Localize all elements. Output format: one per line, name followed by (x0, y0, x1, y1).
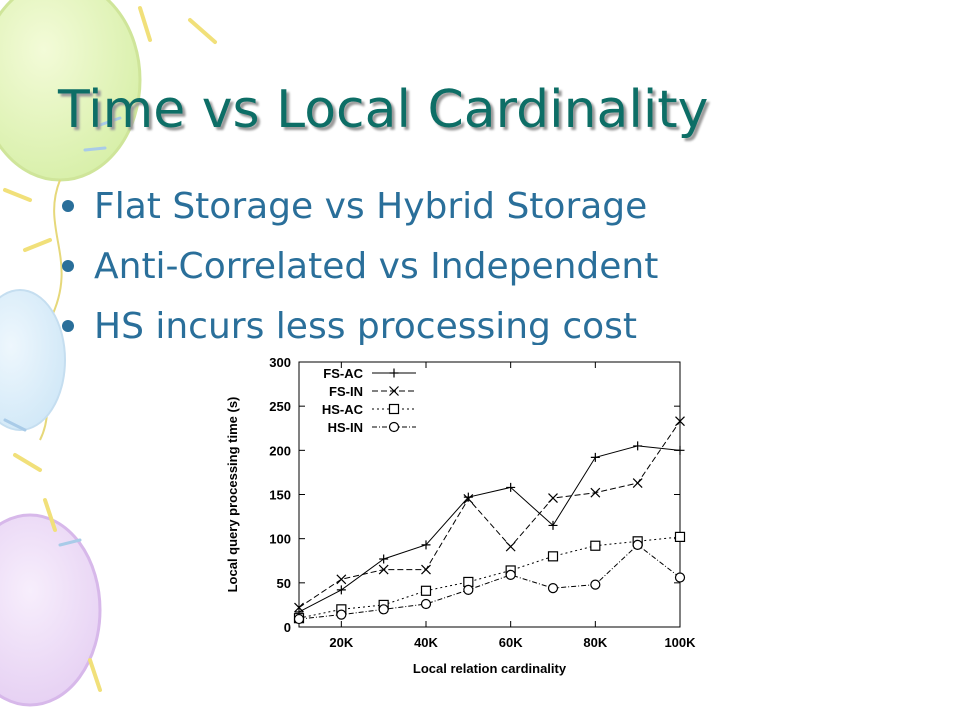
series-hs-in (293, 539, 686, 625)
legend-marker (389, 386, 399, 396)
data-point-marker (379, 554, 389, 564)
x-axis-label: Local relation cardinality (413, 661, 567, 676)
slide-title: Time vs Local Cardinality (58, 80, 709, 140)
series-line (298, 544, 681, 620)
y-tick-label: 300 (269, 355, 291, 370)
bullet-text: Flat Storage vs Hybrid Storage (94, 185, 648, 227)
data-point-marker (336, 609, 347, 620)
data-point-marker (633, 441, 643, 451)
x-tick-label: 60K (499, 635, 523, 650)
legend-marker (388, 421, 400, 433)
legend-label: HS-AC (322, 402, 364, 417)
y-tick-label: 50 (277, 576, 291, 591)
data-point-marker (336, 574, 347, 585)
y-axis-label: Local query processing time (s) (225, 397, 240, 593)
bullet-dot-icon (62, 200, 74, 212)
confetti-dots (3, 116, 122, 547)
series-fs-in (294, 416, 685, 613)
x-tick-label: 20K (329, 635, 353, 650)
series-line (298, 420, 681, 608)
bullet-dot-icon (62, 260, 74, 272)
data-point-marker (421, 540, 431, 550)
bullet-dot-icon (62, 320, 74, 332)
data-point-marker (463, 584, 474, 595)
y-tick-label: 150 (269, 488, 291, 503)
confetti-streaks (3, 6, 217, 692)
data-point-marker (590, 452, 600, 462)
blue-balloon (0, 289, 66, 431)
bullet-text: HS incurs less processing cost (94, 305, 638, 347)
data-point-marker (420, 585, 432, 596)
line-chart: 0 50 100 150 200 250 300 20K 40K 60K 80K 100K Local … (215, 345, 700, 690)
data-point-marker (547, 583, 559, 594)
chart-background (215, 345, 700, 690)
data-point-marker (590, 487, 601, 498)
data-point-marker (632, 478, 643, 488)
x-tick-label: 40K (414, 635, 438, 650)
bullet-text: Anti-Correlated vs Independent (94, 245, 659, 287)
legend-marker (388, 403, 400, 415)
y-tick-label: 250 (269, 399, 291, 414)
legend-label: FS-IN (329, 384, 363, 399)
data-point-marker (675, 416, 685, 427)
data-point-marker (294, 602, 304, 613)
legend-marker (389, 368, 399, 378)
x-tick-label: 100K (664, 635, 696, 650)
data-point-marker (293, 613, 305, 625)
data-point-marker (590, 579, 601, 590)
bullet-item: HS incurs less processing cost (60, 296, 658, 356)
purple-balloon (0, 513, 102, 707)
data-point-marker (420, 598, 432, 610)
legend-label: FS-AC (323, 366, 363, 381)
data-point-marker (505, 569, 516, 580)
data-point-marker (590, 540, 601, 551)
data-point-marker (505, 541, 516, 552)
legend: FS-AC FS-IN HS-AC HS-IN (322, 366, 416, 435)
data-point-marker (675, 445, 685, 455)
data-point-marker (547, 551, 559, 562)
data-point-marker (463, 493, 474, 504)
data-point-marker (674, 572, 686, 583)
data-point-marker (548, 493, 558, 503)
data-point-marker (378, 564, 389, 575)
data-point-marker (674, 531, 686, 542)
bullet-list: Flat Storage vs Hybrid Storage Anti-Corr… (60, 176, 658, 356)
series-line (298, 536, 681, 619)
y-tick-label: 0 (284, 620, 291, 635)
data-point-marker (632, 539, 643, 550)
bullet-item: Flat Storage vs Hybrid Storage (60, 176, 658, 236)
data-point-marker (336, 585, 346, 595)
data-point-marker (463, 492, 473, 502)
x-tick-label: 80K (583, 635, 607, 650)
bullet-item: Anti-Correlated vs Independent (60, 236, 658, 296)
legend-label: HS-IN (328, 420, 363, 435)
data-point-marker (421, 564, 431, 575)
data-point-marker (548, 520, 558, 530)
y-tick-label: 100 (269, 532, 291, 547)
y-tick-label: 200 (269, 443, 291, 458)
data-point-marker (506, 482, 516, 492)
data-point-marker (378, 604, 389, 615)
